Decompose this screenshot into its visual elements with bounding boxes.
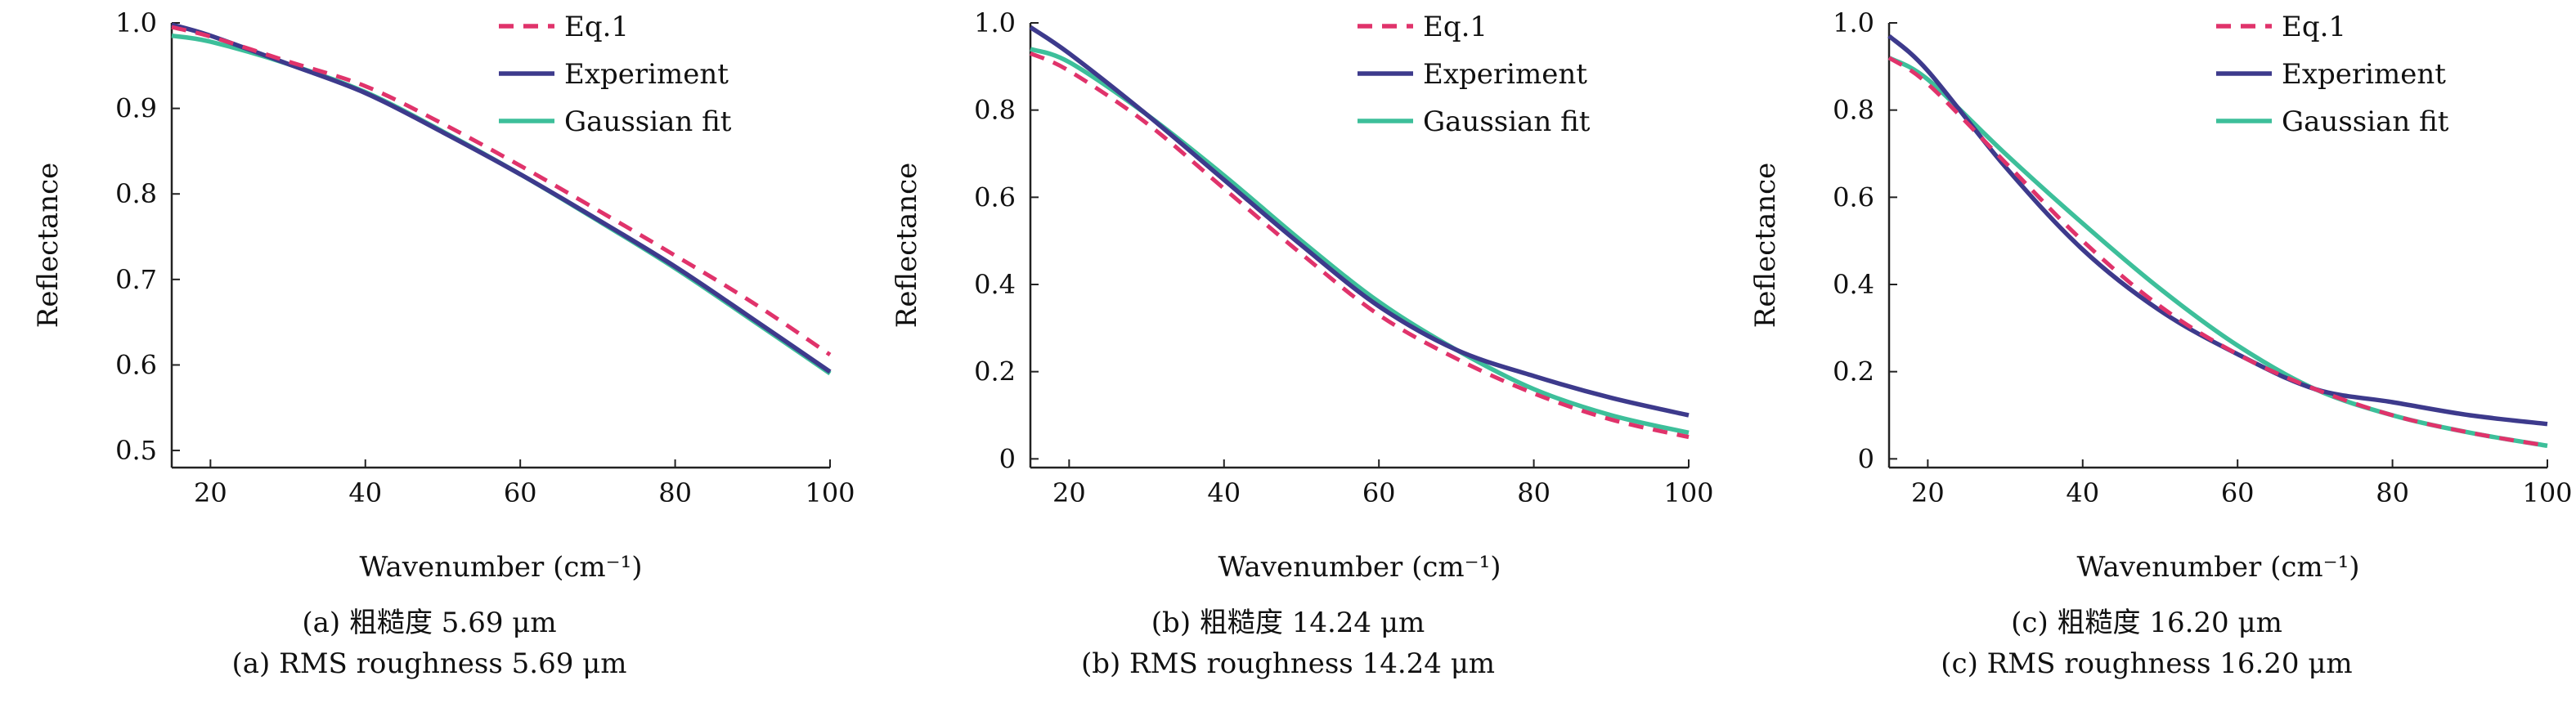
chart-c: 20 40 60 80 100 0 0.2 0.4 0.6 0.8 1.0 Wavenumber (c… xyxy=(1749,7,2573,584)
y-tick-label: 1.0 xyxy=(115,7,157,38)
x-tick-label: 100 xyxy=(805,477,855,508)
y-tick-label: 0.8 xyxy=(974,95,1016,126)
x-tick-label: 40 xyxy=(1207,477,1241,508)
chart-b: 20 40 60 80 100 0 0.2 0.4 0.6 0.8 1.0 Wavenumber (c… xyxy=(891,7,1714,584)
x-tick-label: 60 xyxy=(2221,477,2255,508)
series-line-gaussian xyxy=(171,33,832,376)
x-tick-label: 80 xyxy=(658,477,692,508)
x-tick-label: 100 xyxy=(2522,477,2572,508)
x-tick-label: 60 xyxy=(1362,477,1396,508)
y-axis-label: Reflectance xyxy=(1749,163,1782,329)
legend-label-gaussian: Gaussian fit xyxy=(564,105,732,138)
y-tick-label: 0.4 xyxy=(1833,269,1874,300)
series-line-eq1 xyxy=(1887,56,2548,448)
x-axis-label: Wavenumber (cm⁻¹) xyxy=(360,551,643,584)
y-tick-label: 0.8 xyxy=(115,178,157,209)
chart-a: 20 40 60 80 100 0.5 0.6 0.7 0.8 0.9 1.0 Wavenumber … xyxy=(32,7,855,584)
caption-zh-c: (c) 粗糙度 16.20 μm xyxy=(2011,607,2282,639)
x-axis-label: Wavenumber (cm⁻¹) xyxy=(2077,551,2360,584)
y-axis-label: Reflectance xyxy=(32,163,65,329)
y-tick-label: 0.6 xyxy=(974,181,1016,213)
series-lines-b xyxy=(1029,25,1690,440)
legend-a: Eq.1 Experiment Gaussian fit xyxy=(499,11,732,138)
legend-c: Eq.1 Experiment Gaussian fit xyxy=(2216,11,2449,138)
y-tick-label: 0.5 xyxy=(115,435,157,466)
legend-b: Eq.1 Experiment Gaussian fit xyxy=(1358,11,1591,138)
axes-a: 20 40 60 80 100 0.5 0.6 0.7 0.8 0.9 1.0 xyxy=(115,7,855,508)
x-tick-label: 20 xyxy=(1911,477,1945,508)
y-tick-label: 0.2 xyxy=(1833,356,1874,387)
series-line-gaussian xyxy=(1887,56,2548,449)
legend-label-experiment: Experiment xyxy=(1423,58,1587,91)
x-tick-label: 100 xyxy=(1663,477,1713,508)
legend-label-gaussian: Gaussian fit xyxy=(2282,105,2449,138)
legend-label-gaussian: Gaussian fit xyxy=(1423,105,1591,138)
x-tick-label: 60 xyxy=(504,477,537,508)
caption-zh-a: (a) 粗糙度 5.69 μm xyxy=(302,607,557,639)
series-lines-a xyxy=(171,22,832,376)
x-tick-label: 80 xyxy=(1517,477,1551,508)
legend-label-experiment: Experiment xyxy=(2282,58,2446,91)
x-tick-label: 80 xyxy=(2376,477,2409,508)
y-tick-label: 1.0 xyxy=(1833,7,1874,38)
chart-panel-c: 20 40 60 80 100 0 0.2 0.4 0.6 0.8 1.0 Wavenumber (c… xyxy=(1717,0,2576,703)
axes-b: 20 40 60 80 100 0 0.2 0.4 0.6 0.8 1.0 xyxy=(974,7,1713,508)
legend-label-eq1: Eq.1 xyxy=(1423,11,1488,43)
y-tick-label: 0 xyxy=(999,443,1016,474)
series-line-experiment xyxy=(1029,25,1690,418)
y-tick-label: 0.9 xyxy=(115,93,157,124)
series-line-eq1 xyxy=(171,25,832,356)
axes-c: 20 40 60 80 100 0 0.2 0.4 0.6 0.8 1.0 xyxy=(1833,7,2572,508)
caption-en-a: (a) RMS roughness 5.69 μm xyxy=(231,647,627,680)
legend-label-experiment: Experiment xyxy=(564,58,729,91)
y-tick-label: 0.7 xyxy=(115,264,157,295)
chart-panel-a: 20 40 60 80 100 0.5 0.6 0.7 0.8 0.9 1.0 Wavenumber … xyxy=(0,0,859,703)
caption-en-c: (c) RMS roughness 16.20 μm xyxy=(1941,647,2353,680)
series-line-eq1 xyxy=(1029,51,1690,440)
y-axis-label: Reflectance xyxy=(891,163,923,329)
caption-zh-b: (b) 粗糙度 14.24 μm xyxy=(1151,607,1425,639)
series-line-experiment xyxy=(1887,34,2548,427)
y-tick-label: 0.2 xyxy=(974,356,1016,387)
legend-label-eq1: Eq.1 xyxy=(2282,11,2346,43)
y-tick-label: 0.4 xyxy=(974,269,1016,300)
x-axis-label: Wavenumber (cm⁻¹) xyxy=(1218,551,1501,584)
series-lines-c xyxy=(1887,34,2548,449)
series-line-experiment xyxy=(171,22,832,374)
x-tick-label: 40 xyxy=(2066,477,2099,508)
y-tick-label: 0.6 xyxy=(115,349,157,380)
y-tick-label: 0.6 xyxy=(1833,181,1874,213)
legend-label-eq1: Eq.1 xyxy=(564,11,629,43)
caption-en-b: (b) RMS roughness 14.24 μm xyxy=(1080,647,1496,680)
x-tick-label: 40 xyxy=(348,477,382,508)
y-tick-label: 0.8 xyxy=(1833,95,1874,126)
x-tick-label: 20 xyxy=(1052,477,1086,508)
y-tick-label: 1.0 xyxy=(974,7,1016,38)
y-tick-label: 0 xyxy=(1858,443,1874,474)
x-tick-label: 20 xyxy=(194,477,227,508)
chart-panel-b: 20 40 60 80 100 0 0.2 0.4 0.6 0.8 1.0 Wavenumber (c… xyxy=(859,0,1717,703)
